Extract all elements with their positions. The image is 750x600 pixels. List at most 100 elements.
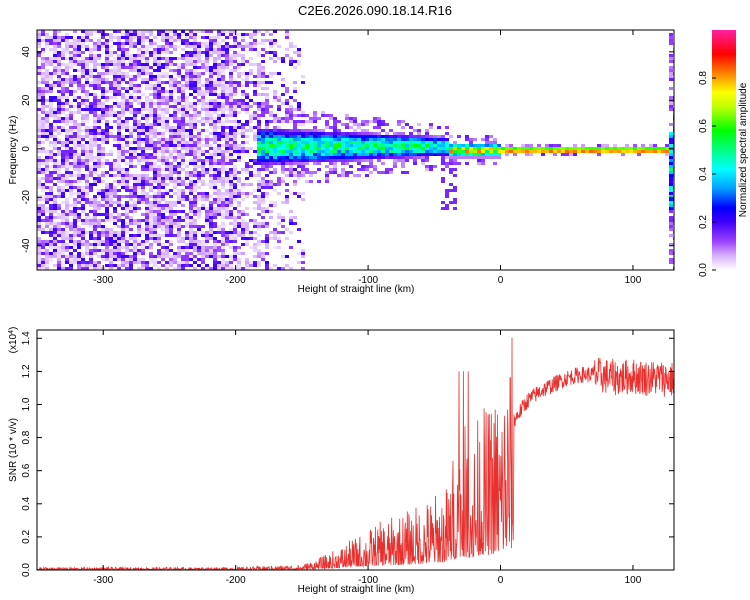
heatmap-cell <box>265 267 269 270</box>
heatmap-cell <box>153 48 157 51</box>
heatmap-cell <box>53 228 57 231</box>
heatmap-cell <box>117 234 121 237</box>
heatmap-cell <box>145 36 149 39</box>
heatmap-cell <box>277 213 281 216</box>
heatmap-cell <box>185 147 189 150</box>
heatmap-cell <box>209 162 213 165</box>
heatmap-cell <box>297 150 301 153</box>
heatmap-cell <box>669 75 673 78</box>
heatmap-cell <box>181 144 185 147</box>
heatmap-cell <box>53 231 57 234</box>
heatmap-cell <box>281 156 285 159</box>
heatmap-cell <box>105 162 109 165</box>
heatmap-cell <box>117 120 121 123</box>
heatmap-cell <box>309 180 313 183</box>
heatmap-cell <box>157 108 161 111</box>
heatmap-cell <box>209 45 213 48</box>
heatmap-cell <box>405 144 409 147</box>
heatmap-cell <box>157 75 161 78</box>
heatmap-cell <box>233 225 237 228</box>
heatmap-cell <box>105 204 109 207</box>
heatmap-cell <box>453 162 457 165</box>
heatmap-cell <box>153 75 157 78</box>
heatmap-cell <box>101 90 105 93</box>
heatmap-cell <box>213 105 217 108</box>
heatmap-cell <box>57 255 61 258</box>
heatmap-cell <box>577 147 581 150</box>
heatmap-cell <box>77 84 81 87</box>
heatmap-cell <box>145 237 149 240</box>
heatmap-cell <box>57 150 61 153</box>
heatmap-cell <box>229 222 233 225</box>
heatmap-cell <box>213 222 217 225</box>
heatmap-cell <box>193 144 197 147</box>
heatmap-cell <box>409 126 413 129</box>
heatmap-cell <box>73 162 77 165</box>
snr-x-axis: -300 -200 -100 0 100 <box>93 330 642 586</box>
heatmap-cell <box>57 222 61 225</box>
heatmap-cell <box>281 129 285 132</box>
heatmap-cell <box>393 153 397 156</box>
heatmap-cell <box>137 120 141 123</box>
heatmap-cell <box>285 144 289 147</box>
heatmap-cell <box>245 75 249 78</box>
heatmap-cell <box>189 174 193 177</box>
heatmap-cell <box>377 138 381 141</box>
heatmap-cell <box>553 144 557 147</box>
heatmap-cell <box>669 156 673 159</box>
heatmap-cell <box>669 165 673 168</box>
heatmap-cell <box>201 66 205 69</box>
heatmap-cell <box>397 141 401 144</box>
heatmap-cell <box>85 156 89 159</box>
heatmap-cell <box>193 261 197 264</box>
heatmap-cell <box>57 186 61 189</box>
heatmap-cell <box>293 183 297 186</box>
heatmap-cell <box>345 153 349 156</box>
heatmap-cell <box>217 117 221 120</box>
heatmap-cell <box>41 90 45 93</box>
heatmap-cell <box>121 75 125 78</box>
heatmap-cell <box>177 237 181 240</box>
heatmap-cell <box>297 195 301 198</box>
heatmap-cell <box>577 150 581 153</box>
heatmap-cell <box>289 141 293 144</box>
heatmap-cell <box>269 42 273 45</box>
heatmap-cell <box>273 141 277 144</box>
heatmap-cell <box>217 231 221 234</box>
heatmap-cell <box>65 66 69 69</box>
heatmap-cell <box>101 225 105 228</box>
heatmap-cell <box>73 243 77 246</box>
heatmap-cell <box>161 198 165 201</box>
heatmap-cell <box>97 48 101 51</box>
heatmap-cell <box>65 51 69 54</box>
heatmap-cell <box>49 129 53 132</box>
heatmap-cell <box>65 48 69 51</box>
heatmap-cell <box>489 156 493 159</box>
heatmap-cell <box>221 51 225 54</box>
heatmap-cell <box>217 168 221 171</box>
heatmap-cell <box>89 258 93 261</box>
heatmap-cell <box>157 225 161 228</box>
heatmap-cell <box>121 237 125 240</box>
heatmap-cell <box>133 60 137 63</box>
heatmap-cell <box>253 201 257 204</box>
heatmap-cell <box>185 246 189 249</box>
heatmap-cell <box>81 51 85 54</box>
heatmap-cell <box>149 33 153 36</box>
heatmap-cell <box>349 117 353 120</box>
heatmap-cell <box>73 153 77 156</box>
heatmap-cell <box>97 174 101 177</box>
heatmap-cell <box>129 207 133 210</box>
heatmap-cell <box>229 240 233 243</box>
heatmap-cell <box>145 51 149 54</box>
heatmap-cell <box>117 174 121 177</box>
heatmap-cell <box>253 81 257 84</box>
heatmap-cell <box>181 120 185 123</box>
heatmap-cell <box>189 120 193 123</box>
heatmap-cell <box>249 81 253 84</box>
heatmap-cell <box>669 171 673 174</box>
heatmap-cell <box>85 135 89 138</box>
heatmap-cell <box>237 258 241 261</box>
heatmap-cell <box>61 57 65 60</box>
heatmap-cell <box>233 66 237 69</box>
